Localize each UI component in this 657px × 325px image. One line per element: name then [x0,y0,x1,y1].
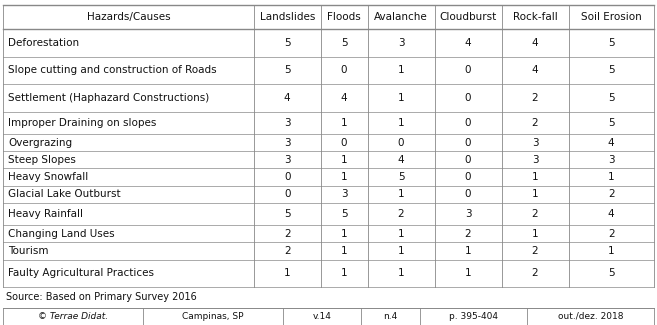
Text: 5: 5 [397,172,404,182]
Text: 0: 0 [464,172,471,182]
Text: Rock-fall: Rock-fall [512,12,557,22]
Text: 5: 5 [341,38,348,48]
Text: 4: 4 [397,155,404,165]
Text: 5: 5 [608,93,614,103]
Text: 0: 0 [284,189,290,199]
Text: 3: 3 [532,155,538,165]
Text: 2: 2 [608,189,614,199]
Text: v.14: v.14 [313,312,331,321]
Text: 2: 2 [608,229,614,239]
Text: 0: 0 [284,172,290,182]
Text: 1: 1 [341,268,348,279]
Text: © Terrae Didat.: © Terrae Didat. [38,312,108,321]
Text: 1: 1 [397,229,404,239]
Text: 5: 5 [608,38,614,48]
Text: 5: 5 [284,38,290,48]
Text: 2: 2 [532,93,538,103]
Text: 1: 1 [532,189,538,199]
Text: 5: 5 [608,268,614,279]
Text: 3: 3 [284,137,290,148]
Text: Settlement (Haphazard Constructions): Settlement (Haphazard Constructions) [8,93,209,103]
Text: Floods: Floods [327,12,361,22]
Text: Overgrazing: Overgrazing [8,137,72,148]
Text: Avalanche: Avalanche [374,12,428,22]
Text: 2: 2 [532,209,538,219]
Text: 0: 0 [464,65,471,75]
Text: 1: 1 [464,246,471,256]
Text: 3: 3 [608,155,614,165]
Text: 4: 4 [608,209,614,219]
Text: 0: 0 [464,155,471,165]
Text: Cloudburst: Cloudburst [440,12,497,22]
Text: 1: 1 [341,246,348,256]
Text: Landslides: Landslides [260,12,315,22]
Text: Faulty Agricultural Practices: Faulty Agricultural Practices [8,268,154,279]
Text: Tourism: Tourism [8,246,49,256]
Text: Improper Draining on slopes: Improper Draining on slopes [8,118,156,128]
Text: 0: 0 [464,189,471,199]
Text: 5: 5 [608,118,614,128]
Text: 1: 1 [341,172,348,182]
Text: 1: 1 [397,246,404,256]
Text: 0: 0 [341,137,348,148]
Text: 1: 1 [532,229,538,239]
Text: Glacial Lake Outburst: Glacial Lake Outburst [8,189,120,199]
Text: 3: 3 [284,118,290,128]
Text: 1: 1 [608,246,614,256]
Text: out./dez. 2018: out./dez. 2018 [558,312,623,321]
Text: Steep Slopes: Steep Slopes [8,155,76,165]
Text: 1: 1 [397,118,404,128]
Text: Hazards/Causes: Hazards/Causes [87,12,170,22]
Text: 1: 1 [341,118,348,128]
Text: 1: 1 [397,93,404,103]
Text: Heavy Snowfall: Heavy Snowfall [8,172,88,182]
Text: 0: 0 [464,118,471,128]
Text: 2: 2 [284,229,290,239]
Text: 1: 1 [608,172,614,182]
Text: Deforestation: Deforestation [8,38,79,48]
Text: 2: 2 [464,229,471,239]
Text: 4: 4 [341,93,348,103]
Text: 4: 4 [532,38,538,48]
Text: 0: 0 [341,65,348,75]
Text: p. 395-404: p. 395-404 [449,312,498,321]
Text: 3: 3 [464,209,471,219]
Text: 4: 4 [608,137,614,148]
Text: 0: 0 [397,137,404,148]
Text: 1: 1 [284,268,290,279]
Text: Soil Erosion: Soil Erosion [581,12,641,22]
Text: Campinas, SP: Campinas, SP [182,312,244,321]
Text: 2: 2 [397,209,404,219]
Text: 2: 2 [532,118,538,128]
Text: 0: 0 [464,137,471,148]
Text: n.4: n.4 [383,312,397,321]
Text: 5: 5 [284,65,290,75]
Text: 3: 3 [341,189,348,199]
Text: 2: 2 [532,268,538,279]
Text: 3: 3 [532,137,538,148]
Text: 3: 3 [397,38,404,48]
Text: 3: 3 [284,155,290,165]
Text: 1: 1 [397,189,404,199]
Text: Changing Land Uses: Changing Land Uses [8,229,114,239]
Text: 4: 4 [532,65,538,75]
Text: 4: 4 [284,93,290,103]
Text: 1: 1 [341,155,348,165]
Text: Slope cutting and construction of Roads: Slope cutting and construction of Roads [8,65,217,75]
Text: 2: 2 [284,246,290,256]
Text: 1: 1 [464,268,471,279]
Text: 1: 1 [341,229,348,239]
Text: 1: 1 [397,65,404,75]
Text: 5: 5 [284,209,290,219]
Text: 1: 1 [397,268,404,279]
Text: 4: 4 [464,38,471,48]
Text: 0: 0 [464,93,471,103]
Text: 2: 2 [532,246,538,256]
Text: Source: Based on Primary Survey 2016: Source: Based on Primary Survey 2016 [6,292,196,303]
Text: 1: 1 [532,172,538,182]
Text: 5: 5 [341,209,348,219]
Text: Heavy Rainfall: Heavy Rainfall [8,209,83,219]
Text: 5: 5 [608,65,614,75]
